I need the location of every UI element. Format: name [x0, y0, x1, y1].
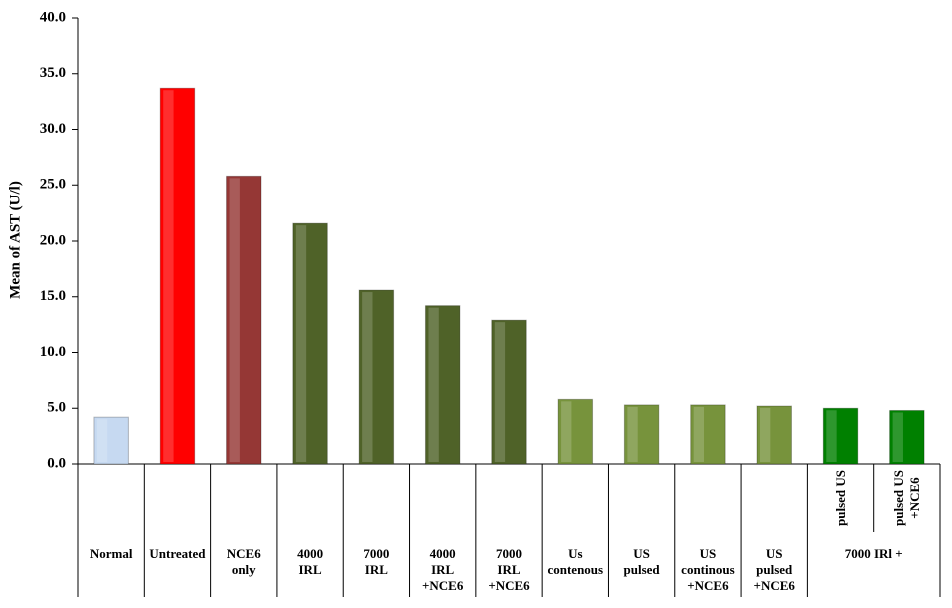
bar: [226, 175, 262, 465]
y-tick-label: 0.0: [47, 455, 66, 471]
bar: [889, 409, 925, 465]
y-tick-label: 35.0: [40, 65, 66, 81]
bar-highlight: [561, 401, 572, 462]
bar: [358, 289, 395, 465]
bar-highlight: [295, 225, 307, 462]
bar-highlight: [96, 419, 108, 462]
y-tick-label: 25.0: [40, 177, 66, 193]
bar-highlight: [163, 90, 174, 463]
x-tick-label: 4000 IRL: [297, 546, 324, 577]
bar-highlight: [229, 178, 240, 462]
x-tick-label: 4000 IRL +NCE6: [422, 546, 464, 593]
y-tick-label: 40.0: [40, 9, 66, 25]
bar: [93, 416, 129, 465]
category-group-label: 7000 IRl +: [844, 546, 903, 561]
y-tick-label: 10.0: [40, 344, 66, 360]
bar-highlight: [627, 406, 638, 462]
bar: [822, 407, 859, 465]
x-tick-label: 7000 IRL +NCE6: [488, 546, 530, 593]
y-tick-label: 30.0: [40, 121, 66, 137]
bar-highlight: [362, 292, 373, 462]
bar: [690, 404, 726, 465]
x-tick-label: pulsed US +NCE6: [890, 470, 922, 526]
x-tick-label: US continous +NCE6: [681, 546, 735, 593]
y-axis-title: Mean of AST (U/l): [7, 181, 23, 299]
x-tick-label: Untreated: [149, 546, 206, 561]
y-tick-label: 5.0: [47, 400, 66, 416]
bar: [292, 222, 328, 465]
bar: [159, 87, 196, 465]
y-tick-label: 15.0: [40, 288, 66, 304]
y-tick-label: 20.0: [40, 232, 66, 248]
bar-highlight: [428, 307, 439, 462]
bar-highlight: [693, 406, 705, 462]
bar: [424, 305, 461, 465]
bar-highlight: [494, 322, 506, 462]
bar: [557, 398, 594, 465]
bar-highlight: [826, 410, 837, 462]
bar-highlight: [759, 408, 771, 462]
x-tick-label: 7000 IRL: [363, 546, 390, 577]
x-tick-label: US pulsed +NCE6: [753, 546, 795, 593]
x-tick-label: NCE6 only: [226, 546, 261, 577]
bar: [491, 319, 527, 465]
x-tick-label: pulsed US: [832, 470, 848, 526]
x-tick-label: US pulsed: [623, 546, 660, 577]
bar-highlight: [892, 412, 903, 462]
bar: [623, 404, 660, 465]
x-tick-label: Normal: [89, 546, 133, 561]
bar: [756, 405, 792, 465]
x-tick-label: Us contenous: [547, 546, 604, 577]
